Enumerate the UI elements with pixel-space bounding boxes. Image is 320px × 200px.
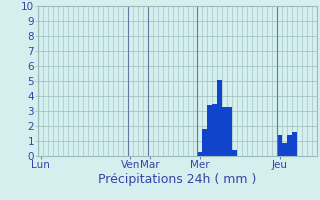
Bar [232,150,237,156]
X-axis label: Précipitations 24h ( mm ): Précipitations 24h ( mm ) [99,173,257,186]
Bar [217,79,222,156]
Bar [203,129,207,156]
Bar [287,135,292,156]
Bar [207,105,212,156]
Bar [212,104,217,156]
Bar [277,135,282,156]
Bar [227,106,232,156]
Bar [292,132,297,156]
Bar [282,142,287,156]
Bar [197,152,203,156]
Bar [222,106,227,156]
